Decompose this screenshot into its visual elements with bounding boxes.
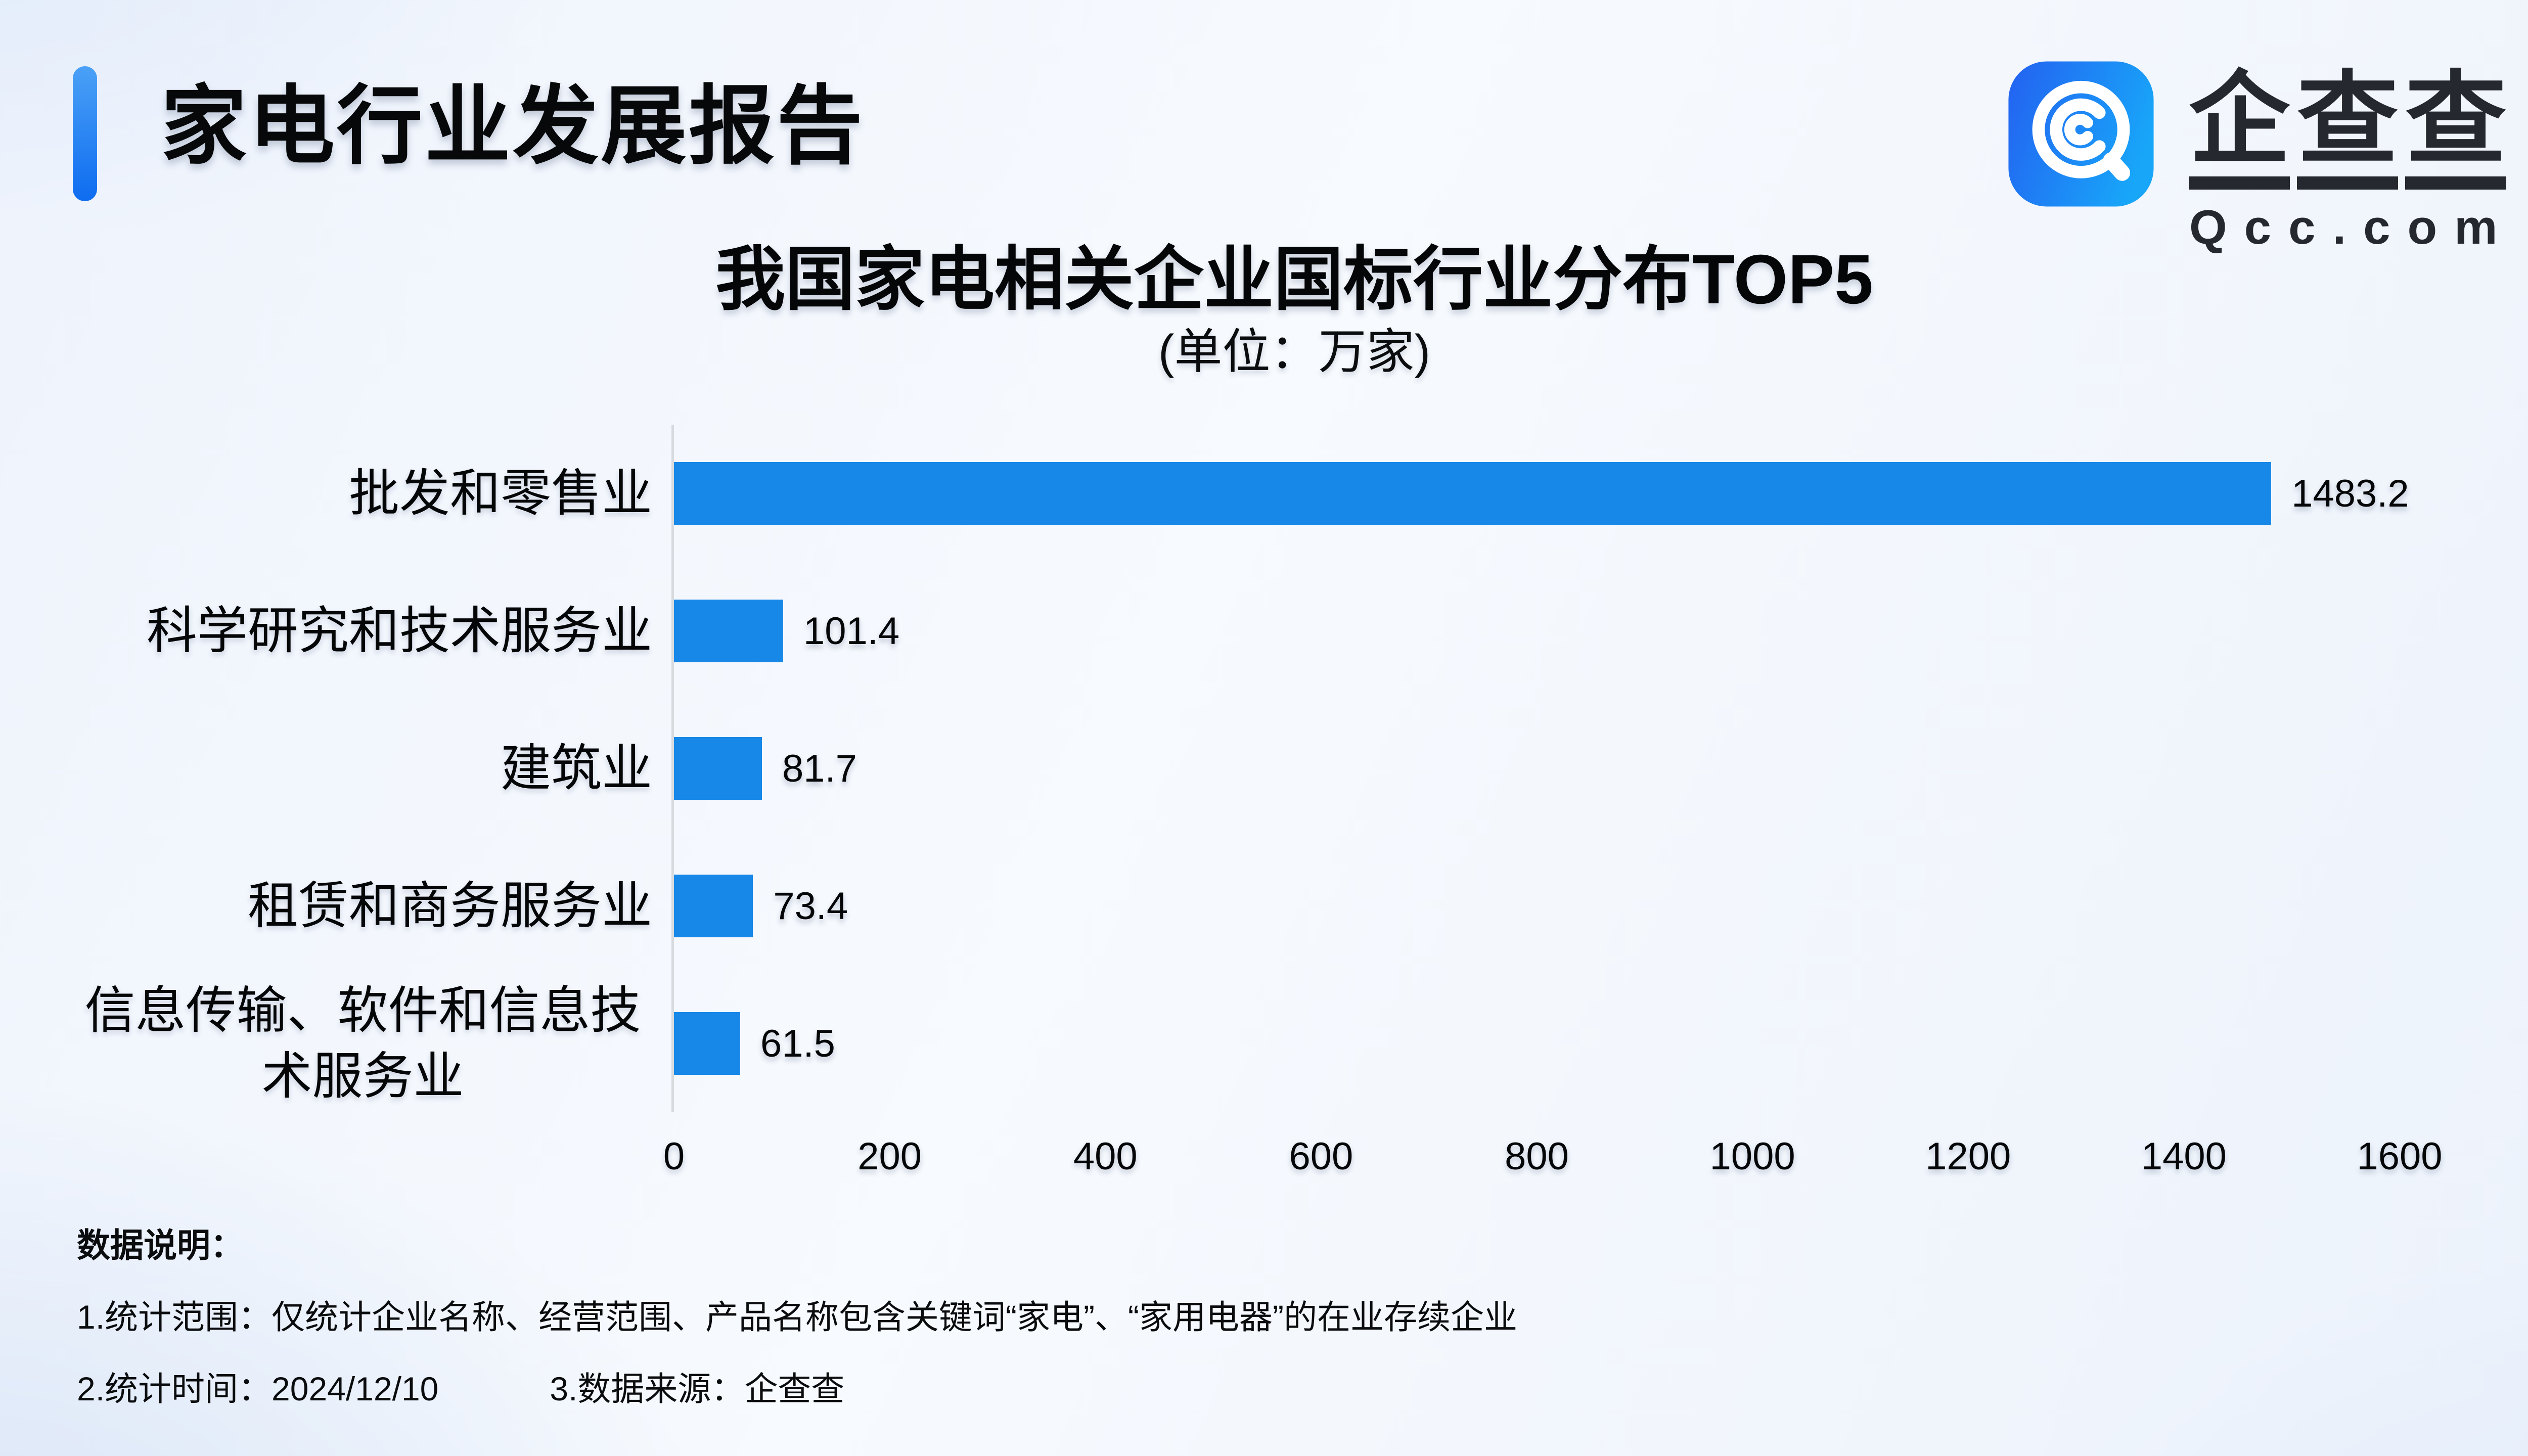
x-axis-tick: 0 — [663, 1135, 685, 1178]
note-statistics-time: 2.统计时间：2024/12/10 — [77, 1370, 439, 1407]
bar-track: 101.4 — [671, 562, 2397, 700]
x-axis-tick: 1200 — [1925, 1135, 2011, 1178]
qcc-logo-cn-char: 查 — [2405, 68, 2507, 190]
x-axis-tick: 1000 — [1709, 1135, 1795, 1178]
category-label: 批发和零售业 — [349, 465, 652, 522]
chart-unit-subtitle: (单位：万家) — [1158, 325, 1431, 379]
bar-value-label: 101.4 — [803, 609, 900, 653]
qcc-logo-cn-char: 查 — [2297, 68, 2399, 190]
x-axis-tick: 200 — [857, 1135, 922, 1178]
bar — [674, 462, 2272, 525]
note-data-source: 3.数据来源：企查查 — [550, 1370, 845, 1407]
bar — [674, 600, 783, 662]
qcc-logo: 企 查 查 Qcc.com — [2008, 61, 2515, 255]
bar-track: 81.7 — [671, 700, 2397, 837]
bar — [674, 737, 762, 800]
qcc-logo-text: 企 查 查 Qcc.com — [2181, 68, 2515, 255]
x-axis-tick-labels: 0 200 400 600 800 1000 1200 1400 1600 — [663, 1131, 2443, 1182]
bar-value-label: 61.5 — [760, 1022, 835, 1065]
x-axis-tick: 1600 — [2357, 1135, 2443, 1178]
bar-track: 61.5 — [671, 975, 2397, 1112]
chart-title: 我国家电相关企业国标行业分布TOP5 — [715, 241, 1873, 318]
bar-track: 73.4 — [671, 837, 2397, 975]
x-axis-tick: 1400 — [2141, 1135, 2227, 1178]
qcc-logo-cn: 企 查 查 — [2189, 68, 2507, 190]
x-axis-tick: 800 — [1505, 1135, 1569, 1178]
category-label: 科学研究和技术服务业 — [147, 603, 652, 659]
category-label: 租赁和商务服务业 — [248, 878, 652, 934]
bar-value-label: 73.4 — [773, 884, 848, 928]
report-title: 家电行业发展报告 — [161, 78, 865, 174]
bar — [674, 875, 753, 937]
notes-heading: 数据说明： — [77, 1226, 244, 1264]
bar-track: 1483.2 — [671, 425, 2409, 562]
bar-value-label: 1483.2 — [2291, 472, 2409, 515]
qcc-magnifier-icon — [2008, 61, 2154, 207]
bar-chart: 批发和零售业 1483.2 科学研究和技术服务业 101.4 建筑业 81.7 … — [44, 425, 2409, 1112]
x-axis-tick: 600 — [1289, 1135, 1353, 1178]
bar-value-label: 81.7 — [782, 747, 857, 790]
category-label: 建筑业 — [501, 740, 652, 797]
note-statistics-scope: 1.统计范围：仅统计企业名称、经营范围、产品名称包含关键词“家电”、“家用电器”… — [77, 1298, 1517, 1336]
qcc-logo-domain: Qcc.com — [2189, 200, 2515, 254]
title-accent-bar — [73, 66, 97, 201]
bar — [674, 1012, 740, 1075]
note-row: 2.统计时间：2024/12/10 3.数据来源：企查查 — [77, 1367, 1517, 1410]
qcc-logo-cn-char: 企 — [2189, 68, 2290, 190]
x-axis-tick: 400 — [1073, 1135, 1138, 1178]
data-notes: 数据说明： 1.统计范围：仅统计企业名称、经营范围、产品名称包含关键词“家电”、… — [77, 1223, 1517, 1410]
category-label: 信息传输、软件和信息技术服务业 — [84, 982, 641, 1105]
